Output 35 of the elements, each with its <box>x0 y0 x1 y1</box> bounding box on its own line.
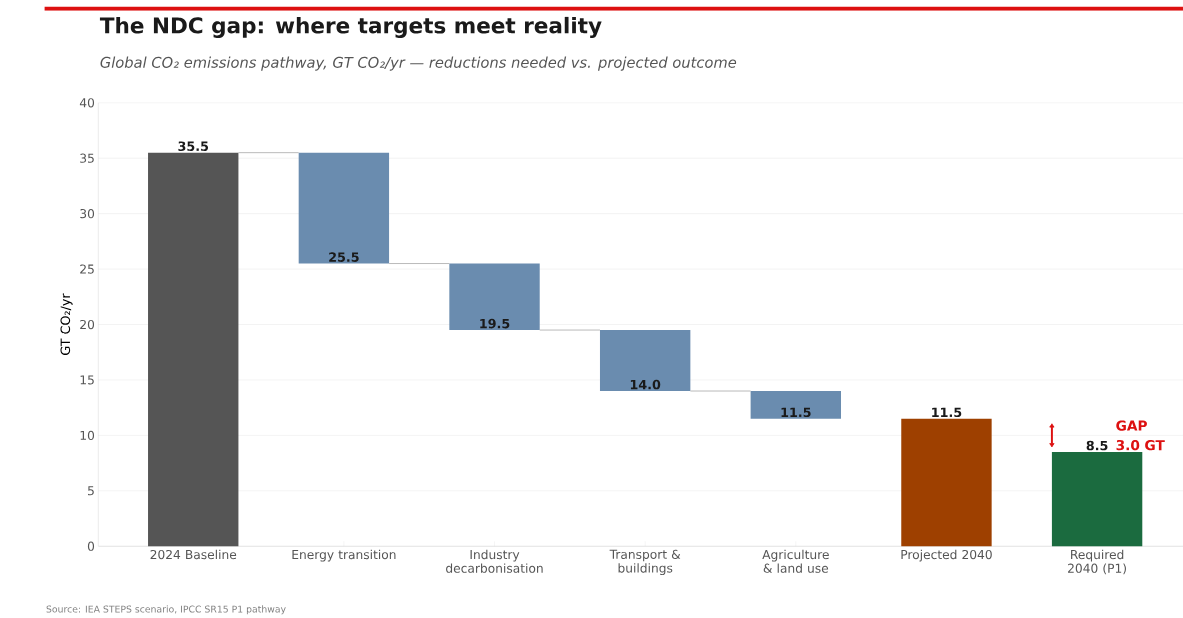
x-tick-label: 2024 Baseline <box>150 549 237 560</box>
x-tick-label: Industry decarbonisation <box>446 549 543 574</box>
y-tick-label: 10 <box>80 430 95 441</box>
y-tick-label: 0 <box>87 541 95 551</box>
data-label: 19.5 <box>480 318 510 329</box>
x-tick-label: Projected 2040 <box>901 549 992 562</box>
bar <box>901 418 992 547</box>
data-label: 25.5 <box>329 252 359 263</box>
data-label: 8.5 <box>1086 440 1108 451</box>
source-note: Source: IEA STEPS scenario, IPCC SR15 P1 pathway <box>46 605 286 615</box>
bar <box>599 330 691 392</box>
bar <box>1051 452 1143 547</box>
bar <box>298 152 390 264</box>
data-label: 35.5 <box>178 141 209 152</box>
x-tick-label: Energy transition <box>292 549 396 562</box>
x-tick-label: Transport & buildings <box>609 549 681 576</box>
y-tick-label: 30 <box>80 209 95 219</box>
y-tick-label: 35 <box>80 153 94 163</box>
annotation: GAP 3.0 GT <box>1116 420 1165 451</box>
y-tick-label: 25 <box>80 264 94 274</box>
y-tick-label: 5 <box>88 486 94 496</box>
y-tick-label: 40 <box>79 98 95 108</box>
x-tick-label: Required 2040 (P1) <box>1068 549 1126 575</box>
chart-subtitle: Global CO₂ emissions pathway, GT CO₂/yr — reductions needed vs. projected outcome <box>100 56 737 71</box>
data-label: 11.5 <box>781 407 811 418</box>
x-tick-label: Agriculture & land use <box>762 549 829 574</box>
bar <box>750 391 842 419</box>
bar <box>148 152 239 547</box>
y-axis-title: GT CO₂/yr <box>60 293 73 356</box>
y-tick-label: 15 <box>80 375 94 385</box>
data-label: 14.0 <box>630 379 661 390</box>
chart-title: The NDC gap: where targets meet reality <box>99 17 602 39</box>
bar <box>449 263 540 331</box>
data-label: 11.5 <box>932 407 962 418</box>
y-tick-label: 20 <box>80 320 95 330</box>
